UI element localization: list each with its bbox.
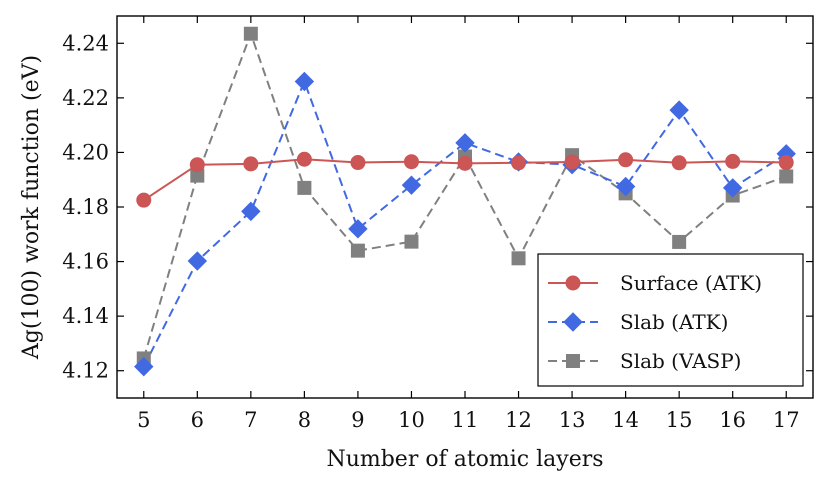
x-axis-title: Number of atomic layers [326, 447, 603, 472]
plot-area-frame [116, 15, 814, 399]
x-tick-label: 9 [351, 408, 364, 432]
x-tick-label: 14 [612, 408, 639, 432]
legend-marker-slab-atk [563, 312, 583, 332]
legend-label-slab-vasp: Slab (VASP) [620, 349, 741, 373]
data-point-slab-vasp [243, 26, 258, 41]
x-tick-label: 10 [398, 408, 425, 432]
x-tick-label: 11 [452, 408, 479, 432]
data-point-slab-atk [722, 178, 743, 198]
data-point-surface-atk [457, 155, 473, 171]
x-tick-label: 13 [559, 408, 586, 432]
legend-label-slab-atk: Slab (ATK) [620, 310, 728, 334]
data-point-slab-atk [401, 175, 422, 195]
data-point-surface-atk [243, 156, 259, 172]
legend: Surface (ATK) Slab (ATK) Slab (VASP) [537, 253, 804, 387]
legend-marker-slab-vasp [566, 354, 580, 368]
data-point-surface-atk [350, 155, 366, 171]
data-point-slab-atk [294, 71, 315, 92]
data-point-slab-atk [669, 100, 689, 120]
y-tick-label: 4.22 [62, 86, 109, 110]
data-point-slab-vasp [297, 180, 312, 195]
y-tick-label: 4.18 [62, 195, 109, 219]
legend-marker-surface-atk [565, 275, 581, 291]
x-tick-label: 7 [244, 408, 257, 432]
data-point-surface-atk [403, 154, 419, 170]
y-axis-title: Ag(100) work function (eV) [19, 55, 44, 360]
data-point-slab-atk [134, 356, 154, 377]
data-point-slab-vasp [672, 234, 687, 249]
data-point-slab-vasp [779, 169, 794, 184]
x-tick-label: 12 [505, 408, 532, 432]
axis-tick-labels: 5 6 7 8 9 10 11 12 13 14 15 16 17 4.12 4.14 4.16 4.18 4.2… [62, 31, 799, 432]
y-tick-label: 4.12 [62, 359, 109, 383]
axis-ticks [117, 16, 813, 398]
data-point-surface-atk [511, 155, 527, 171]
data-point-surface-atk [296, 151, 312, 167]
x-tick-label: 16 [719, 408, 746, 432]
data-point-slab-atk [348, 219, 368, 239]
data-point-surface-atk [189, 157, 205, 173]
y-tick-label: 4.24 [62, 31, 109, 55]
data-point-slab-vasp [511, 251, 526, 266]
y-tick-label: 4.20 [62, 140, 109, 164]
data-point-surface-atk [618, 152, 634, 168]
data-point-surface-atk [564, 154, 580, 170]
x-tick-label: 6 [191, 408, 204, 432]
y-tick-label: 4.14 [62, 304, 109, 328]
data-point-slab-atk [187, 251, 208, 271]
legend-label-surface-atk: Surface (ATK) [620, 271, 762, 295]
legend-box [537, 253, 804, 387]
x-tick-label: 17 [773, 408, 800, 432]
data-point-surface-atk [725, 153, 741, 169]
data-point-slab-vasp [350, 243, 365, 258]
series-markers [134, 26, 796, 377]
data-point-surface-atk [136, 192, 152, 208]
x-tick-label: 8 [298, 408, 311, 432]
x-tick-label: 5 [137, 408, 150, 432]
data-point-surface-atk [671, 155, 687, 171]
data-point-slab-atk [241, 201, 261, 222]
x-tick-label: 15 [666, 408, 693, 432]
data-point-slab-atk [455, 133, 475, 153]
data-point-surface-atk [778, 155, 794, 171]
y-tick-label: 4.16 [62, 250, 109, 274]
data-point-slab-atk [615, 176, 636, 197]
data-point-slab-vasp [404, 234, 419, 249]
